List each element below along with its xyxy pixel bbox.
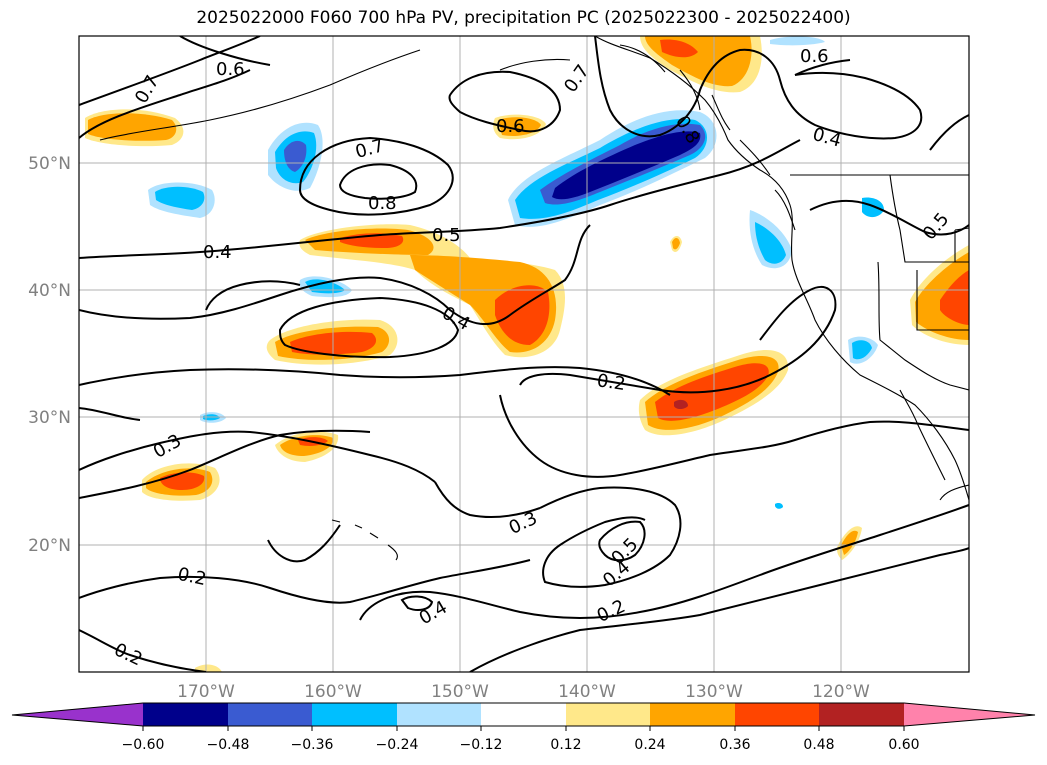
contour-label: 0.6 — [496, 116, 525, 137]
colorbar-segment — [312, 703, 397, 726]
colorbar-tick-label: 0.36 — [719, 737, 750, 753]
colorbar-tick-label: −0.60 — [122, 737, 165, 753]
contour-label: 0.4 — [203, 242, 232, 263]
lon-label: 160°W — [304, 682, 362, 702]
contour-label: 0.6 — [800, 46, 829, 67]
lat-label: 40°N — [28, 281, 71, 301]
lon-label: 150°W — [431, 682, 489, 702]
lat-label: 20°N — [28, 536, 71, 556]
colorbar-segment — [735, 703, 819, 726]
colorbar-segment — [228, 703, 312, 726]
lat-labels: 20°N 30°N 40°N 50°N — [28, 154, 71, 556]
colorbar-segment — [819, 703, 904, 726]
colorbar-tick-label: 0.12 — [550, 737, 581, 753]
colorbar-tick-label: 0.60 — [888, 737, 919, 753]
map-title: 2025022000 F060 700 hPa PV, precipitatio… — [196, 8, 851, 28]
colorbar-tick-label: −0.36 — [291, 737, 334, 753]
colorbar-extend-high — [904, 703, 1035, 726]
lon-label: 130°W — [685, 682, 743, 702]
colorbar-segment — [397, 703, 481, 726]
coastlines — [99, 36, 969, 561]
graticule — [79, 36, 969, 672]
colorbar-extend-low — [12, 703, 143, 726]
lon-label: 140°W — [558, 682, 616, 702]
colorbar-tick-label: −0.48 — [207, 737, 250, 753]
colorbar-segment — [481, 703, 566, 726]
colorbar: −0.60 −0.48 −0.36 −0.24 −0.12 0.12 0.24 … — [11, 702, 1036, 753]
map-frame — [78, 35, 970, 673]
contour-label: 0.8 — [368, 193, 397, 214]
lon-label: 170°W — [177, 682, 235, 702]
colorbar-segment — [143, 703, 228, 726]
lat-label: 50°N — [28, 154, 71, 174]
contour-label: 0.5 — [432, 225, 461, 246]
colorbar-tick-label: −0.12 — [460, 737, 503, 753]
contour-label: 0.6 — [216, 59, 245, 80]
precip-shading — [85, 36, 969, 672]
contour-label: 0.2 — [596, 370, 627, 395]
lat-label: 30°N — [28, 408, 71, 428]
pv-contours — [79, 36, 969, 672]
colorbar-segment — [566, 703, 650, 726]
colorbar-segment — [650, 703, 735, 726]
lon-label: 120°W — [812, 682, 870, 702]
lon-labels: 170°W 160°W 150°W 140°W 130°W 120°W — [177, 682, 870, 702]
colorbar-tick-label: 0.24 — [634, 737, 665, 753]
colorbar-tick-label: −0.24 — [376, 737, 419, 753]
colorbar-tick-label: 0.48 — [803, 737, 834, 753]
